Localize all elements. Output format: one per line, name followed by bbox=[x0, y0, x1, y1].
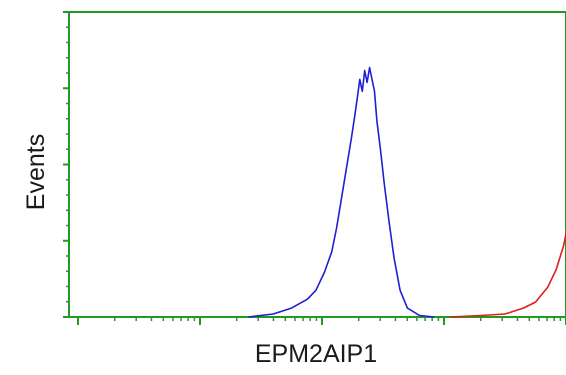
y-axis-label: Events bbox=[22, 134, 50, 210]
plot-frame bbox=[68, 11, 566, 318]
x-axis-label: EPM2AIP1 bbox=[255, 340, 377, 368]
histogram-series-2 bbox=[450, 230, 566, 318]
histogram-curves bbox=[248, 66, 566, 318]
histogram-series-1 bbox=[248, 66, 435, 318]
axis-ticks bbox=[63, 11, 566, 325]
